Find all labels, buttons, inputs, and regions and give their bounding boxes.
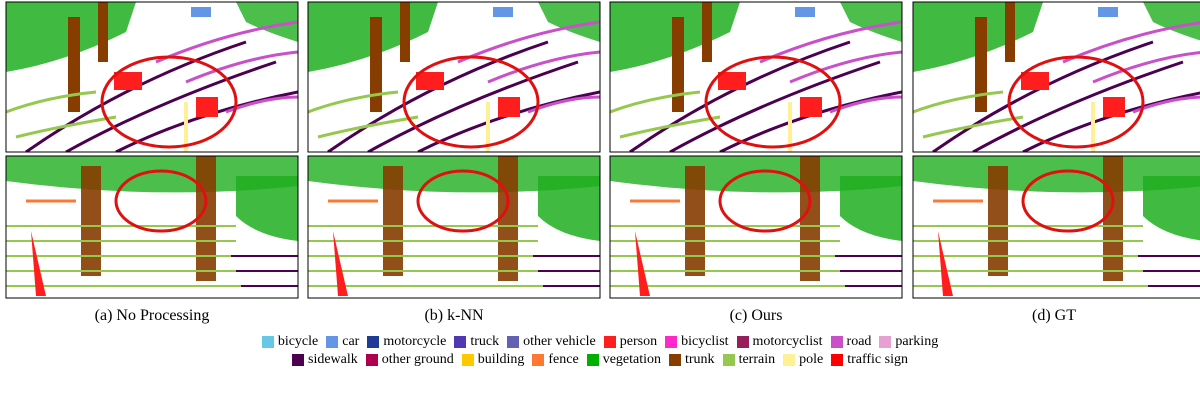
caption: (a) No Processing <box>6 307 298 325</box>
legend-item: sidewalk <box>292 352 358 368</box>
legend-swatch <box>587 354 599 366</box>
caption: (d) GT <box>908 307 1200 325</box>
legend-label: fence <box>548 352 578 368</box>
legend: bicycle car motorcycle truck other vehicle pe… <box>0 333 1200 369</box>
legend-item: pole <box>783 352 823 368</box>
legend-item: trunk <box>669 352 715 368</box>
legend-swatch <box>367 336 379 348</box>
legend-label: car <box>342 334 359 350</box>
legend-swatch <box>723 354 735 366</box>
legend-item: person <box>604 334 657 350</box>
legend-swatch <box>665 336 677 348</box>
legend-swatch <box>532 354 544 366</box>
legend-label: trunk <box>685 352 715 368</box>
page: (a) No Processing (b) k-NN (c) Ours (d) … <box>0 0 1200 402</box>
legend-label: parking <box>895 334 938 350</box>
legend-swatch <box>737 336 749 348</box>
legend-item: motorcycle <box>367 334 446 350</box>
legend-row: bicycle car motorcycle truck other vehicle pe… <box>0 333 1200 351</box>
legend-item: traffic sign <box>831 352 908 368</box>
panel-b <box>308 2 600 298</box>
legend-item: bicycle <box>262 334 318 350</box>
legend-swatch <box>507 336 519 348</box>
legend-label: road <box>847 334 872 350</box>
legend-label: person <box>620 334 657 350</box>
legend-label: vegetation <box>603 352 661 368</box>
legend-swatch <box>454 336 466 348</box>
legend-label: other ground <box>382 352 454 368</box>
legend-item: motorcyclist <box>737 334 823 350</box>
legend-swatch <box>292 354 304 366</box>
legend-label: sidewalk <box>308 352 358 368</box>
legend-item: terrain <box>723 352 776 368</box>
legend-label: truck <box>470 334 499 350</box>
legend-item: vegetation <box>587 352 661 368</box>
legend-label: motorcyclist <box>753 334 823 350</box>
legend-item: truck <box>454 334 499 350</box>
legend-swatch <box>669 354 681 366</box>
legend-swatch <box>326 336 338 348</box>
legend-label: bicycle <box>278 334 318 350</box>
legend-item: other ground <box>366 352 454 368</box>
legend-item: bicyclist <box>665 334 728 350</box>
panel-c <box>610 2 902 298</box>
legend-label: traffic sign <box>847 352 908 368</box>
legend-swatch <box>604 336 616 348</box>
figure <box>0 0 1200 300</box>
legend-swatch <box>462 354 474 366</box>
legend-item: parking <box>879 334 938 350</box>
caption: (b) k-NN <box>308 307 600 325</box>
panel-a <box>6 2 298 298</box>
legend-label: other vehicle <box>523 334 596 350</box>
legend-swatch <box>366 354 378 366</box>
legend-swatch <box>783 354 795 366</box>
legend-swatch <box>879 336 891 348</box>
panel-d <box>913 2 1200 298</box>
legend-label: building <box>478 352 525 368</box>
legend-item: building <box>462 352 525 368</box>
caption: (c) Ours <box>610 307 902 325</box>
legend-row: sidewalk other ground building fence vegetat… <box>0 351 1200 369</box>
legend-label: bicyclist <box>681 334 728 350</box>
legend-label: terrain <box>739 352 776 368</box>
legend-item: car <box>326 334 359 350</box>
legend-label: motorcycle <box>383 334 446 350</box>
legend-item: road <box>831 334 872 350</box>
legend-item: fence <box>532 352 578 368</box>
legend-label: pole <box>799 352 823 368</box>
legend-swatch <box>831 336 843 348</box>
legend-swatch <box>262 336 274 348</box>
legend-swatch <box>831 354 843 366</box>
legend-item: other vehicle <box>507 334 596 350</box>
